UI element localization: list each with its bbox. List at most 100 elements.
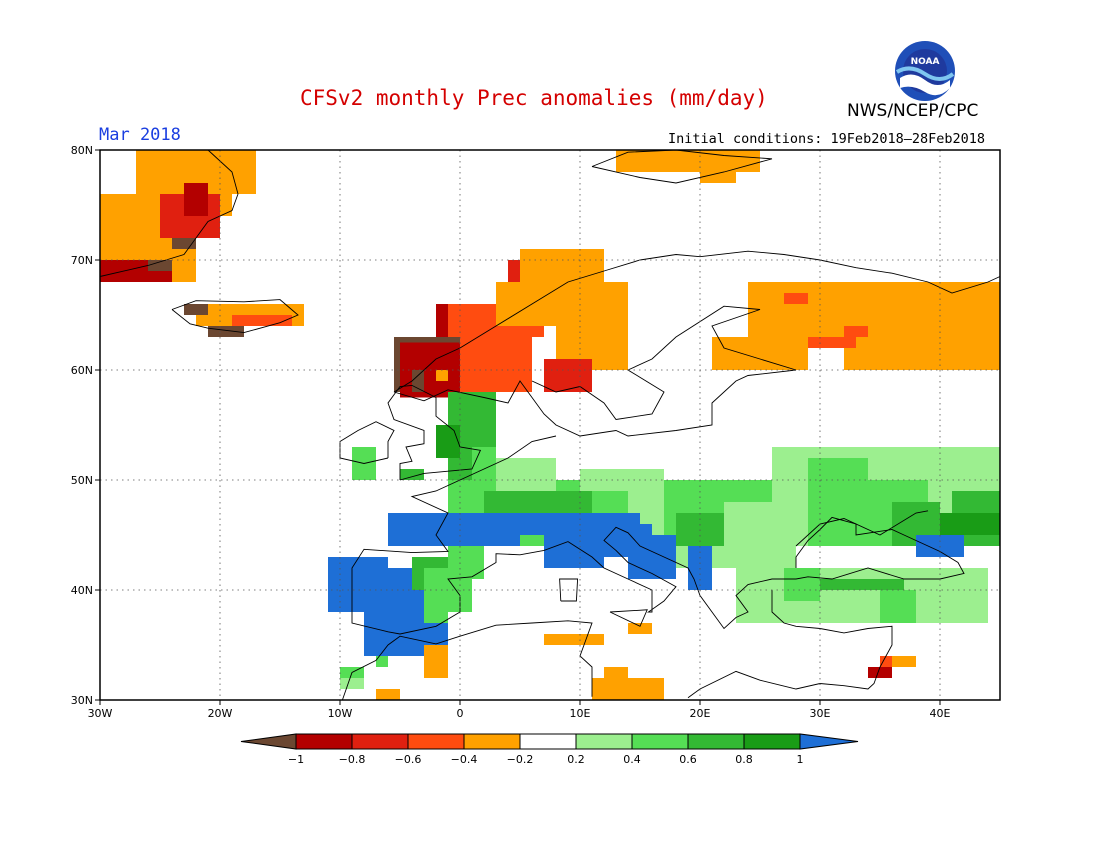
anomaly-cell — [604, 524, 652, 557]
coastline — [795, 510, 929, 547]
colorbar-box — [295, 733, 353, 750]
anomaly-cell — [340, 678, 364, 689]
colorbar-label: 0.8 — [735, 753, 753, 766]
anomaly-cell — [544, 359, 592, 392]
map-title: CFSv2 monthly Prec anomalies (mm/day) — [300, 86, 768, 110]
anomaly-cell — [712, 337, 808, 370]
anomaly-cell — [940, 458, 1000, 491]
anomaly-cell — [376, 689, 400, 700]
colorbar-box — [351, 733, 409, 750]
anomaly-cell — [424, 612, 448, 623]
colorbar-box — [463, 733, 521, 750]
coastline — [393, 305, 797, 437]
coastline — [609, 609, 648, 627]
lat-tick-label: 30N — [71, 694, 93, 707]
anomaly-cell — [436, 370, 448, 381]
colorbar-box — [687, 733, 745, 750]
lat-tick-label: 80N — [71, 144, 93, 157]
agency-label: NWS/NCEP/CPC — [847, 101, 979, 121]
anomaly-cell — [808, 337, 856, 348]
anomaly-cell — [172, 238, 196, 249]
anomaly-cell — [496, 282, 628, 326]
lon-tick-label: 20E — [690, 707, 711, 720]
lon-tick-label: 10E — [570, 707, 591, 720]
anomaly-cell — [868, 667, 892, 678]
colorbar-arrow-low — [240, 733, 297, 750]
colorbar-arrow-high — [799, 733, 859, 750]
colorbar-box — [575, 733, 633, 750]
valid-month: Mar 2018 — [99, 125, 181, 145]
coastline — [387, 384, 482, 481]
anomaly-cell — [184, 304, 208, 315]
anomaly-cell — [892, 304, 964, 326]
colorbar-label: 0.4 — [623, 753, 641, 766]
anomaly-cell — [844, 326, 868, 337]
coastline — [99, 149, 239, 277]
anomaly-cell — [328, 557, 388, 612]
lon-tick-label: 30E — [810, 707, 831, 720]
anomaly-cell — [376, 656, 388, 667]
coastlines — [99, 149, 1001, 701]
lon-tick-label: 0 — [457, 707, 464, 720]
lat-tick-label: 60N — [71, 364, 93, 377]
coastline — [687, 590, 893, 699]
anomaly-cell — [544, 634, 604, 645]
anomaly-cell — [892, 656, 916, 667]
lat-tick-label: 40N — [71, 584, 93, 597]
colorbar-label: 0.6 — [679, 753, 697, 766]
anomaly-cell — [424, 667, 448, 678]
anomaly-cell — [208, 326, 244, 337]
noaa-logo-text: NOAA — [911, 57, 940, 67]
coastline — [351, 435, 965, 635]
coastline — [393, 250, 1001, 393]
anomaly-cell — [604, 667, 628, 678]
anomaly-cell — [232, 315, 292, 326]
anomaly-cell — [400, 469, 424, 480]
anomaly-cell — [520, 249, 604, 282]
colorbar-label: −0.2 — [507, 753, 534, 766]
anomaly-cell — [424, 645, 448, 667]
coastline — [171, 299, 299, 334]
anomaly-cell — [880, 590, 916, 623]
anomaly-cell — [592, 678, 664, 700]
coastline — [339, 421, 395, 464]
colorbar-label: 0.2 — [567, 753, 585, 766]
anomaly-cell — [544, 524, 604, 568]
anomaly-cell — [844, 337, 1000, 370]
colorbar-box — [631, 733, 689, 750]
coastline — [559, 578, 579, 602]
colorbar-label: −0.8 — [339, 753, 366, 766]
anomaly-cell — [784, 568, 820, 601]
colorbar-label: 1 — [797, 753, 804, 766]
anomaly-cell — [784, 293, 808, 304]
anomaly-cell — [148, 260, 172, 271]
colorbar-box — [743, 733, 801, 750]
lat-tick-label: 70N — [71, 254, 93, 267]
anomaly-cell — [628, 623, 652, 634]
lon-tick-label: 30W — [88, 707, 113, 720]
colorbar-label: −0.6 — [395, 753, 422, 766]
anomaly-cell — [820, 579, 904, 590]
anomaly-cell — [700, 172, 736, 183]
noaa-logo: NOAA — [895, 41, 955, 101]
coastline — [341, 620, 593, 701]
colorbar-box — [519, 733, 577, 750]
lon-tick-label: 20W — [208, 707, 233, 720]
initial-conditions: Initial conditions: 19Feb2018–28Feb2018 — [668, 131, 985, 147]
lat-tick-label: 50N — [71, 474, 93, 487]
anomaly-cell — [880, 656, 892, 667]
anomaly-cell — [940, 513, 1000, 535]
anomaly-cell — [436, 425, 460, 458]
lat-tick-labels: 30N 40N 50N 60N 70N 80N — [71, 144, 100, 707]
colorbar-label: −0.4 — [451, 753, 478, 766]
anomaly-cell — [184, 183, 208, 216]
coastline — [591, 149, 773, 184]
lon-tick-label: 40E — [930, 707, 951, 720]
lon-tick-label: 10W — [328, 707, 353, 720]
gridlines — [100, 150, 1000, 700]
lon-tick-labels: 30W 20W 10W 0 10E 20E 30E 40E — [88, 700, 951, 720]
map-frame — [99, 149, 1001, 701]
